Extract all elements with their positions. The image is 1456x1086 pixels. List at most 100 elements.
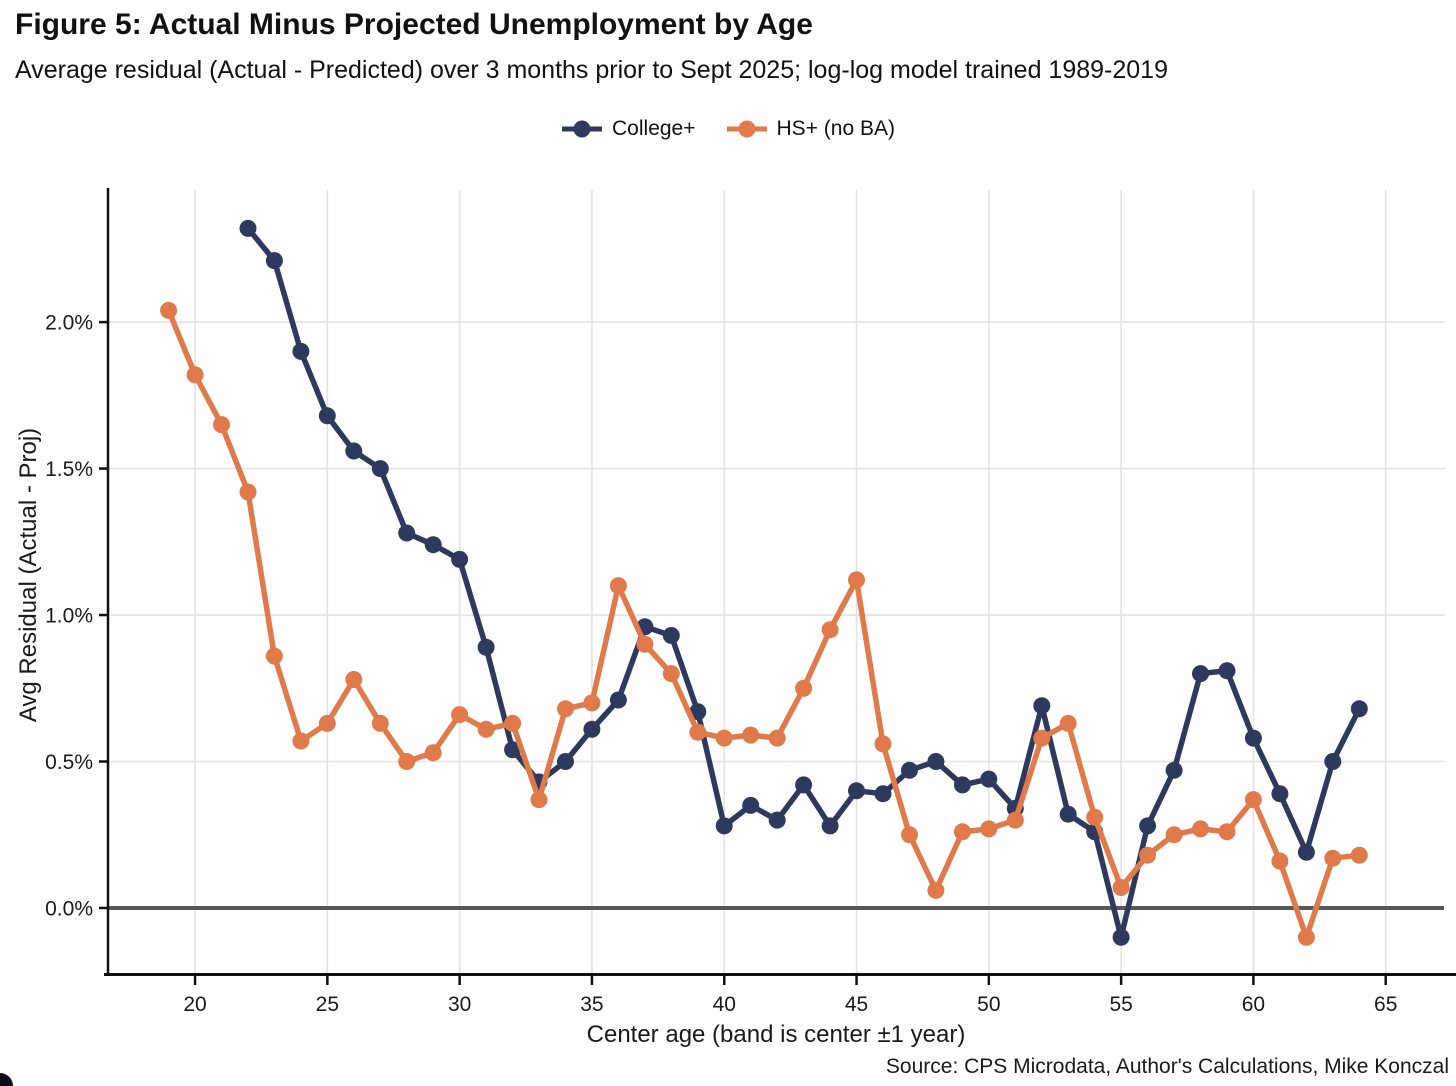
data-point <box>1218 662 1236 680</box>
data-point <box>398 524 416 542</box>
legend-item-college: College+ <box>561 116 696 142</box>
data-point <box>953 776 971 794</box>
series-line-hs <box>165 307 1363 941</box>
data-point <box>557 753 574 770</box>
data-point <box>1324 753 1342 770</box>
data-point <box>318 407 336 425</box>
x-tick-label: 20 <box>183 993 206 1016</box>
data-point <box>239 483 257 501</box>
data-point <box>715 817 733 835</box>
data-point <box>477 720 495 738</box>
data-point <box>292 342 310 360</box>
data-point <box>927 753 945 770</box>
data-point <box>239 219 257 237</box>
x-tick-label: 30 <box>448 993 471 1016</box>
y-tick-label: 0.0% <box>45 897 93 920</box>
data-point <box>1112 928 1130 946</box>
data-point <box>1006 811 1024 829</box>
data-point <box>345 671 363 688</box>
data-point <box>265 647 283 665</box>
data-point <box>689 703 707 721</box>
data-point <box>1059 805 1077 823</box>
data-point <box>213 416 230 434</box>
figure-subtitle: Average residual (Actual - Predicted) ov… <box>15 56 1168 84</box>
data-point <box>1218 823 1236 841</box>
x-tick-label: 60 <box>1242 993 1265 1016</box>
data-point <box>1192 665 1209 683</box>
data-point <box>1033 697 1051 715</box>
data-point <box>1112 879 1130 896</box>
data-point <box>1271 852 1289 870</box>
data-point <box>1165 761 1183 779</box>
legend-item-hs: HS+ (no BA) <box>726 116 895 142</box>
data-point <box>1059 714 1077 732</box>
data-point <box>980 820 998 838</box>
data-point <box>1086 808 1104 826</box>
data-point <box>662 627 680 644</box>
data-point <box>742 726 760 744</box>
data-point <box>477 638 495 656</box>
data-point <box>768 811 786 829</box>
data-point <box>662 665 680 683</box>
data-point <box>609 577 627 595</box>
data-point <box>292 732 310 750</box>
data-point <box>609 691 627 709</box>
data-series <box>160 219 1368 946</box>
axes <box>99 188 1456 985</box>
data-point <box>530 791 548 809</box>
data-point <box>821 621 839 639</box>
x-tick-label: 65 <box>1374 993 1397 1016</box>
figure-title: Figure 5: Actual Minus Projected Unemplo… <box>15 8 813 41</box>
data-point <box>901 761 918 779</box>
line-dot-marker-icon <box>726 120 767 138</box>
data-point <box>1244 729 1262 747</box>
data-point <box>901 826 918 844</box>
y-tick-label: 2.0% <box>45 312 93 335</box>
x-tick-label: 25 <box>316 993 339 1016</box>
y-axis-title: Avg Residual (Actual - Proj) <box>15 428 42 722</box>
line-dot-marker-icon <box>562 120 603 138</box>
data-point <box>848 782 865 800</box>
data-point <box>1297 843 1315 861</box>
data-point <box>636 635 654 653</box>
data-point <box>318 714 336 732</box>
data-point <box>927 881 945 899</box>
data-point <box>795 679 813 697</box>
gridlines <box>108 190 1445 973</box>
data-point <box>265 252 283 270</box>
source-caption: Source: CPS Microdata, Author's Calculat… <box>886 1055 1449 1078</box>
data-point <box>874 785 892 803</box>
data-point <box>1165 826 1183 844</box>
data-point <box>1139 817 1157 835</box>
x-axis-title: Center age (band is center ±1 year) <box>587 1021 966 1048</box>
data-point <box>715 729 733 747</box>
x-tick-label: 55 <box>1109 993 1132 1016</box>
data-point <box>1033 729 1051 747</box>
data-point <box>795 776 813 794</box>
data-point <box>1297 928 1315 946</box>
y-tick-label: 1.0% <box>45 605 93 628</box>
data-point <box>371 714 389 732</box>
data-point <box>451 550 469 568</box>
data-point <box>689 723 707 741</box>
x-tick-label: 45 <box>845 993 868 1016</box>
data-point <box>953 823 971 841</box>
x-tick-label: 40 <box>713 993 736 1016</box>
data-point <box>980 770 998 788</box>
data-point <box>821 817 839 835</box>
data-point <box>371 460 389 478</box>
legend-label-hs: HS+ (no BA) <box>776 117 895 140</box>
data-point <box>1324 849 1342 867</box>
data-point <box>1271 785 1289 803</box>
data-point <box>1244 791 1262 809</box>
data-point <box>398 753 416 770</box>
y-tick-label: 1.5% <box>45 458 93 481</box>
data-point <box>1350 700 1368 718</box>
chart-area: 20 25 30 35 40 45 50 55 60 65 0.0% 0.5% 1.0% 1.5% 2.0%… <box>0 170 1456 1086</box>
data-point <box>504 714 522 732</box>
data-point <box>186 366 204 384</box>
x-tick-label: 50 <box>977 993 1000 1016</box>
data-point <box>424 536 442 554</box>
data-point <box>345 442 363 460</box>
